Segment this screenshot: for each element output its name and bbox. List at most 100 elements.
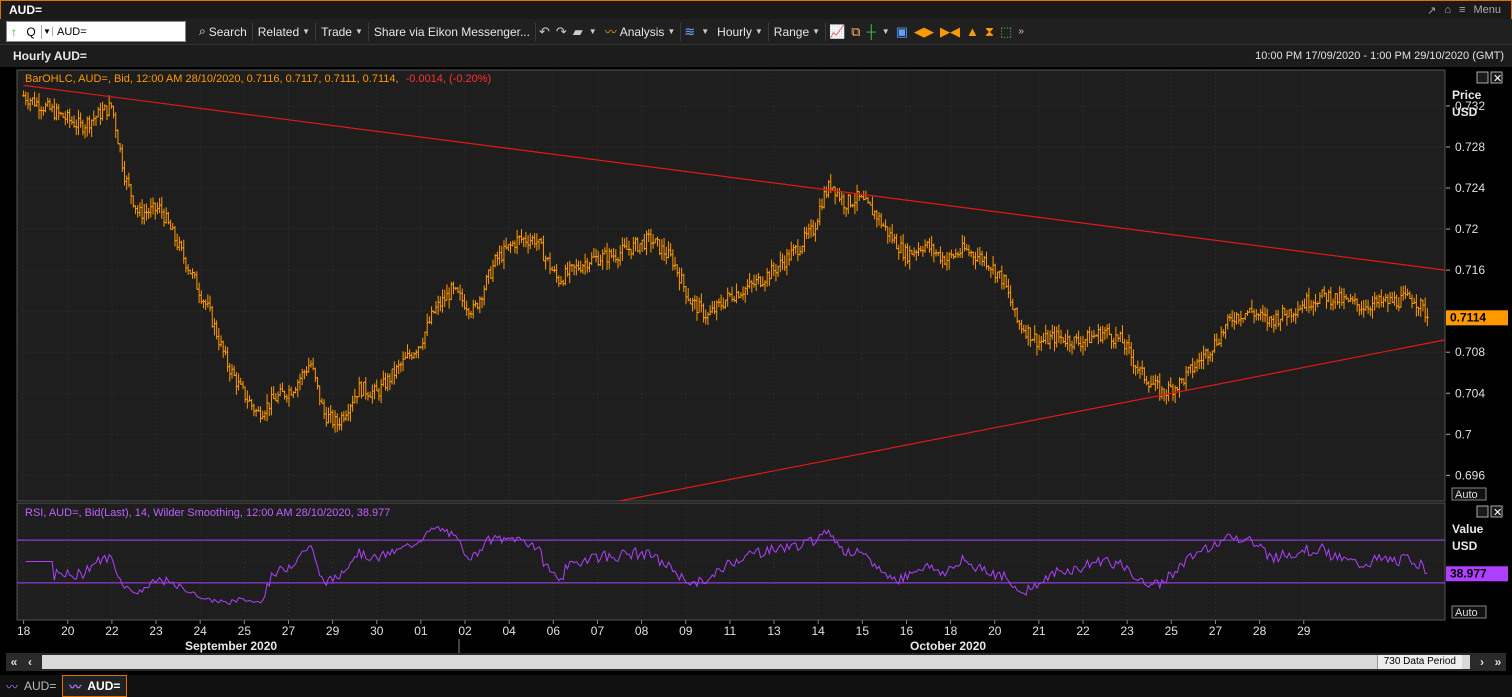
trendlines: [23, 84, 1446, 502]
line-chart-icon[interactable]: 📈: [829, 23, 846, 39]
search-button[interactable]: ⌕ Search: [194, 22, 253, 41]
chart-tab-icon: 〰: [69, 679, 82, 694]
scroll-first-icon[interactable]: «: [10, 655, 18, 669]
x-tick-label: 09: [679, 624, 693, 638]
chevron-down-icon: ▼: [354, 27, 363, 36]
close-x-icon[interactable]: ✕: [1493, 73, 1502, 85]
rsi-axis-unit: USD: [1452, 539, 1478, 553]
trendline: [619, 339, 1446, 502]
chevron-down-icon: ▼: [302, 27, 311, 36]
analysis-menu[interactable]: 〰 Analysis ▼: [600, 22, 682, 41]
rsi-bands: [17, 539, 1445, 584]
related-menu[interactable]: Related ▼: [253, 22, 317, 41]
tab-aud-2[interactable]: 〰 AUD=: [62, 675, 128, 697]
x-tick-label: 30: [370, 624, 384, 638]
x-tick-label: 08: [635, 624, 649, 638]
price-tick-label: 0.72: [1455, 222, 1479, 236]
close-panel-icon[interactable]: [1490, 71, 1503, 84]
rsi-axis-title: Value: [1452, 522, 1484, 536]
scroll-last-icon[interactable]: »: [1494, 655, 1502, 669]
chart-header: Hourly AUD= 10:00 PM 17/09/2020 - 1:00 P…: [0, 45, 1512, 67]
price-legend-main: BarOHLC, AUD=, Bid, 12:00 AM 28/10/2020,…: [25, 73, 399, 85]
trendline: [23, 84, 1446, 271]
rsi-line: [25, 525, 1428, 606]
ric-input-box[interactable]: ↑ Q ▼: [6, 21, 186, 42]
maximize-panel-icon[interactable]: [1476, 71, 1489, 84]
toolbar: ↑ Q ▼ ⌕ Search Related▼ Trade▼ Share via…: [0, 19, 1512, 45]
shrink-vertical-icon[interactable]: ⧗: [984, 23, 995, 39]
price-tick-label: 0.724: [1455, 181, 1485, 195]
tab-label: AUD=: [87, 679, 121, 693]
interval-menu[interactable]: Hourly ▼: [712, 22, 769, 41]
scroll-left-right-icon[interactable]: ◀▶: [914, 23, 934, 39]
up-arrow-icon[interactable]: ↑: [11, 24, 17, 39]
x-tick-label: 28: [1253, 624, 1267, 638]
rsi-auto-label: Auto: [1455, 607, 1478, 619]
shrink-horizontal-icon[interactable]: ▶◀: [940, 23, 960, 39]
range-menu[interactable]: Range ▼: [769, 22, 827, 41]
x-tick-label: 29: [326, 624, 340, 638]
x-tick-label: 14: [812, 624, 826, 638]
scroll-next-icon[interactable]: ›: [1480, 655, 1484, 669]
share-button[interactable]: Share via Eikon Messenger...: [369, 22, 536, 41]
redo-icon[interactable]: ↷: [555, 23, 567, 39]
x-tick-label: 21: [1032, 624, 1046, 638]
zoom-box-icon[interactable]: ▣: [895, 23, 908, 39]
price-last-badge: 0.7114: [1446, 310, 1508, 326]
overlay-wave-icon[interactable]: ≋: [684, 23, 696, 39]
x-tick-label: 29: [1297, 624, 1311, 638]
rsi-last-value: 38.977: [1450, 566, 1487, 580]
more-tools-icon[interactable]: »: [1018, 26, 1024, 37]
tab-aud-1[interactable]: 〰 AUD=: [0, 676, 62, 696]
chevron-down-icon[interactable]: ▼: [881, 27, 890, 36]
window-title: AUD=: [9, 3, 43, 17]
popout-icon[interactable]: ↗: [1427, 4, 1437, 17]
rsi-auto-button[interactable]: [1451, 605, 1487, 619]
close-x-icon[interactable]: ✕: [1493, 507, 1502, 519]
window-controls: ↗ ⌂ ≡ Menu: [1427, 4, 1501, 17]
rsi-last-rect: [1446, 566, 1508, 582]
analysis-label: Analysis: [619, 24, 665, 39]
expand-vertical-icon[interactable]: ▲: [966, 24, 979, 39]
price-tick-label: 0.708: [1455, 345, 1485, 359]
close-rsi-panel-icon[interactable]: [1490, 505, 1503, 518]
x-tick-label: 20: [988, 624, 1002, 638]
ric-input[interactable]: [53, 24, 169, 39]
price-bars: [22, 90, 1429, 433]
horizontal-scrollbar[interactable]: « ‹ 730 Data Period › »: [6, 653, 1506, 671]
search-icon: ⌕: [199, 24, 206, 38]
data-period-label[interactable]: 730 Data Period: [1376, 655, 1462, 669]
scroll-track[interactable]: 730 Data Period: [42, 655, 1470, 669]
price-auto-button[interactable]: [1451, 487, 1487, 501]
trade-menu[interactable]: Trade ▼: [316, 22, 369, 41]
select-tool-icon[interactable]: ⬚: [1000, 23, 1013, 39]
pin-icon[interactable]: ⌂: [1444, 4, 1452, 16]
x-tick-label: 18: [944, 624, 958, 638]
chevron-down-icon[interactable]: ▼: [588, 27, 597, 36]
chevron-down-icon[interactable]: ▼: [701, 27, 710, 36]
search-label: Search: [208, 24, 247, 39]
x-tick-label: 27: [1209, 624, 1223, 638]
quote-q-button[interactable]: Q: [21, 24, 42, 39]
menu-icon[interactable]: ≡: [1459, 4, 1466, 16]
x-tick-label: 16: [900, 624, 914, 638]
scroll-prev-icon[interactable]: ‹: [28, 655, 32, 669]
compare-chart-icon[interactable]: ⧉: [851, 23, 861, 39]
chevron-down-icon: ▼: [667, 27, 676, 36]
price-legend: BarOHLC, AUD=, Bid, 12:00 AM 28/10/2020,…: [25, 73, 491, 85]
x-tick-label: 07: [591, 624, 605, 638]
maximize-rsi-panel-icon[interactable]: [1476, 505, 1489, 518]
chevron-down-icon: ▼: [754, 27, 763, 36]
chevron-down-icon[interactable]: ▼: [42, 27, 53, 36]
folder-icon[interactable]: ▰: [572, 23, 583, 39]
x-tick-label: 22: [1076, 624, 1090, 638]
menu-button[interactable]: Menu: [1473, 4, 1501, 16]
price-auto-label: Auto: [1455, 489, 1478, 501]
price-axis-title: Price: [1452, 88, 1482, 102]
trade-label: Trade: [321, 24, 352, 39]
interval-label: Hourly: [717, 24, 752, 39]
price-tick-label: 0.732: [1455, 99, 1485, 113]
undo-icon[interactable]: ↶: [538, 23, 550, 39]
crosshair-icon[interactable]: ┼: [866, 24, 876, 39]
chart-area[interactable]: 0.732 0.728 0.724 0.72 0.716 0.708 0.704 0.7 0.6…: [0, 67, 1512, 653]
